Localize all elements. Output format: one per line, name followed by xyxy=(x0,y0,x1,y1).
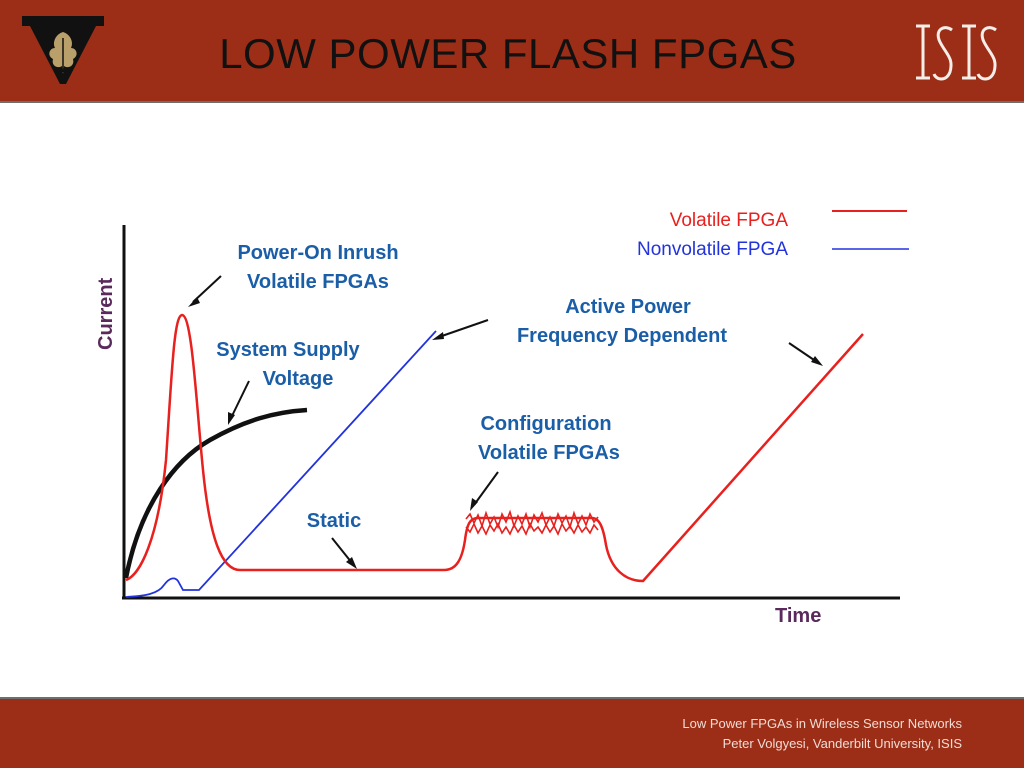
slide-title: LOW POWER FLASH FPGAS xyxy=(219,30,797,77)
active-power-label-line1: Active Power xyxy=(565,296,691,318)
vanderbilt-logo xyxy=(22,16,104,84)
inrush-label-line1: Power-On Inrush xyxy=(237,242,398,264)
y-axis-label: Current xyxy=(95,277,117,350)
footer-presentation-title: Low Power FPGAs in Wireless Sensor Netwo… xyxy=(682,716,962,731)
nonvolatile-curve xyxy=(125,330,437,598)
x-axis-label: Time xyxy=(775,605,821,627)
supply-label-line1: System Supply xyxy=(216,339,360,361)
inrush-arrow xyxy=(188,275,222,307)
supply-voltage-curve xyxy=(123,407,308,579)
volatile-curve xyxy=(125,313,864,583)
configuration-label-line2: Volatile FPGAs xyxy=(478,442,620,464)
slide-header: LOW POWER FLASH FPGAS xyxy=(0,0,1024,103)
isis-logo xyxy=(916,24,997,81)
inrush-label-line2: Volatile FPGAs xyxy=(247,271,389,293)
legend-nonvolatile-label: Nonvolatile FPGA xyxy=(637,239,788,260)
configuration-noise-band xyxy=(465,509,599,536)
supply-label-line2: Voltage xyxy=(263,368,334,390)
static-arrow xyxy=(331,537,357,569)
configuration-arrow xyxy=(470,471,499,511)
static-label: Static xyxy=(307,510,361,532)
active-power-arrow-right xyxy=(788,342,823,366)
supply-arrow xyxy=(228,380,250,425)
footer-author: Peter Volgyesi, Vanderbilt University, I… xyxy=(722,736,962,751)
legend-volatile-label: Volatile FPGA xyxy=(670,210,789,231)
active-power-arrow-left xyxy=(432,319,489,340)
slide-footer: Low Power FPGAs in Wireless Sensor Netwo… xyxy=(0,697,1024,768)
active-power-label-line2: Frequency Dependent xyxy=(517,325,727,347)
configuration-label-line1: Configuration xyxy=(480,413,611,435)
power-diagram: Current Time Volatile FPGA Nonvolatile F… xyxy=(95,210,909,627)
